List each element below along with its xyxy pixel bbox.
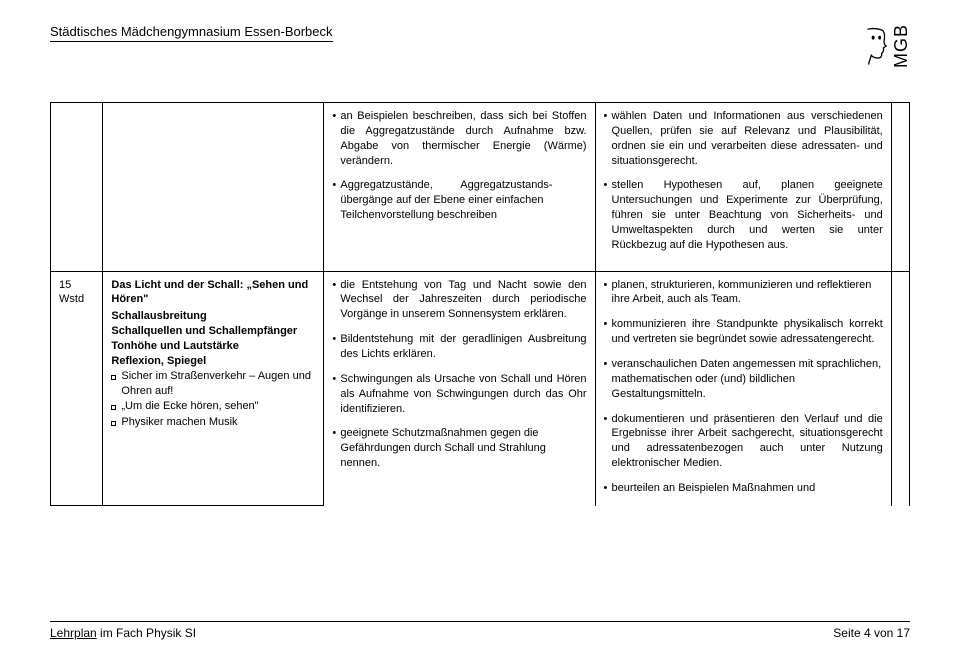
hours-cell xyxy=(51,103,103,272)
logo-text: MGB xyxy=(892,24,910,68)
content-text: übergänge auf der Ebene einer einfachen xyxy=(340,193,586,208)
competence-cell: planen, strukturieren, kommunizieren und… xyxy=(595,271,891,506)
topic-cell xyxy=(103,103,324,272)
competence-text: kommunizieren ihre Standpunkte physikali… xyxy=(612,318,883,345)
header-title: Städtisches Mädchengymnasium Essen-Borbe… xyxy=(50,24,333,42)
content-cell: an Beispielen beschreiben, dass sich bei… xyxy=(324,103,595,272)
competence-text: stellen Hypothesen auf, planen geeignete… xyxy=(612,179,883,250)
competence-text: dokumentieren und präsentieren den Verla… xyxy=(612,413,883,470)
topic-line: Tonhöhe und Lautstärke xyxy=(111,339,315,354)
content-text: an Beispielen beschreiben, dass sich bei… xyxy=(340,110,586,167)
competence-text: wählen Daten und Informationen aus versc… xyxy=(612,110,883,167)
competence-text: beurteilen an Beispielen Maßnahmen und xyxy=(612,482,816,494)
subtopic-item: Sicher im Straßenverkehr – Augen und Ohr… xyxy=(111,369,315,399)
face-icon xyxy=(862,27,888,65)
topic-title: Das Licht und der Schall: „Sehen und Hör… xyxy=(111,278,315,308)
content-text: geeignete Schutzmaßnahmen gegen die Gefä… xyxy=(340,427,545,469)
subtopic-item: „Um die Ecke hören, sehen" xyxy=(111,399,315,414)
footer-doc-title: Lehrplan xyxy=(50,626,97,640)
footer-left: Lehrplan im Fach Physik SI xyxy=(50,626,196,640)
competence-text: planen, strukturieren, kommunizieren und… xyxy=(612,279,872,306)
hours-cell: 15 Wstd xyxy=(51,271,103,506)
content-text: Teilchenvorstellung beschreiben xyxy=(340,208,586,223)
curriculum-table: an Beispielen beschreiben, dass sich bei… xyxy=(50,102,910,506)
page-footer: Lehrplan im Fach Physik SI Seite 4 von 1… xyxy=(50,621,910,640)
school-logo: MGB xyxy=(862,24,910,68)
content-text: Schwingungen als Ursache von Schall und … xyxy=(340,373,586,415)
competence-cell: wählen Daten und Informationen aus versc… xyxy=(595,103,891,272)
content-cell: die Entstehung von Tag und Nacht sowie d… xyxy=(324,271,595,506)
competence-text: veranschaulichen Daten angemessen mit sp… xyxy=(612,358,882,400)
empty-cell xyxy=(891,103,909,272)
topic-line: Schallausbreitung xyxy=(111,309,315,324)
footer-doc-subtitle: im Fach Physik SI xyxy=(97,626,196,640)
topic-line: Schallquellen und Schallempfänger xyxy=(111,324,315,339)
empty-cell xyxy=(891,271,909,506)
hours-value: 15 xyxy=(59,278,94,293)
topic-cell: Das Licht und der Schall: „Sehen und Hör… xyxy=(103,271,324,506)
content-text: Bildentstehung mit der geradlinigen Ausb… xyxy=(340,333,586,360)
content-text: die Entstehung von Tag und Nacht sowie d… xyxy=(340,279,586,321)
content-text: Aggregatzustände, Aggregatzustands- xyxy=(340,179,552,191)
subtopic-item: Physiker machen Musik xyxy=(111,415,315,430)
hours-unit: Wstd xyxy=(59,292,94,307)
footer-page-number: Seite 4 von 17 xyxy=(833,626,910,640)
topic-line: Reflexion, Spiegel xyxy=(111,354,315,369)
